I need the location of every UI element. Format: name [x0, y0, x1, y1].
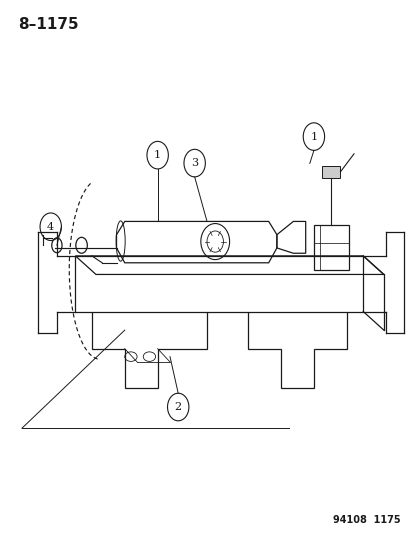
Text: 1: 1 [310, 132, 317, 142]
Text: 1: 1 [154, 150, 161, 160]
Text: 3: 3 [191, 158, 198, 168]
Bar [322, 166, 339, 177]
Text: 2: 2 [174, 402, 181, 412]
Text: 8–1175: 8–1175 [18, 17, 78, 33]
Text: 94108  1175: 94108 1175 [332, 515, 399, 525]
Text: 4: 4 [47, 222, 54, 232]
